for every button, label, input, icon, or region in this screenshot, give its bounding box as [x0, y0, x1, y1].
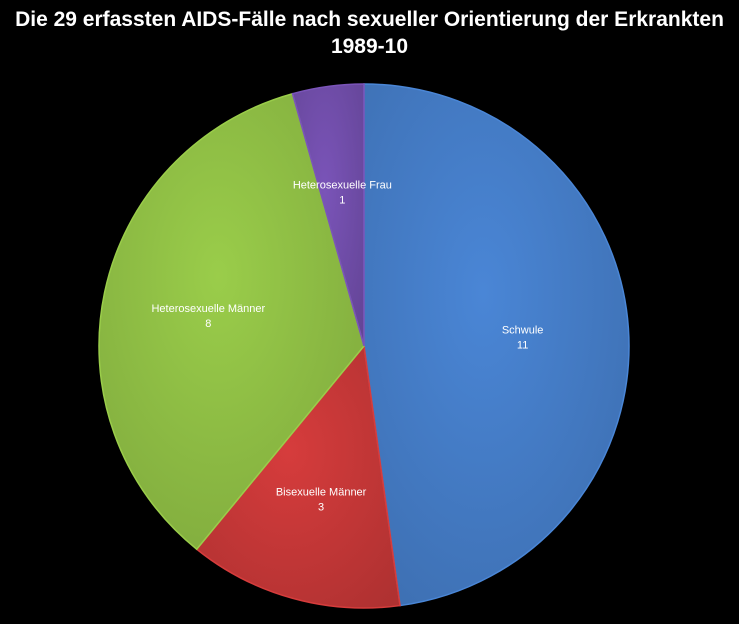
pie-label-value: 1	[339, 194, 345, 206]
pie-label-value: 11	[517, 339, 528, 351]
chart-title: Die 29 erfassten AIDS-Fälle nach sexuell…	[0, 6, 739, 60]
pie-label-name: Heterosexuelle Frau	[293, 179, 392, 191]
pie-label-name: Schwule	[502, 324, 544, 336]
pie-slice-heterosexuelle-frau	[291, 83, 365, 347]
pie-label-name: Heterosexuelle Männer	[151, 303, 265, 315]
pie-slice-heterosexuelle-männer	[98, 92, 365, 551]
pie-slices	[98, 83, 630, 609]
pie-label-name: Bisexuelle Männer	[276, 486, 367, 498]
pie-label-value: 8	[205, 318, 211, 330]
chart-title-line-2: 1989-10	[330, 35, 409, 58]
pie-slice-schwule	[363, 83, 630, 607]
chart-title-line-1: Die 29 erfassten AIDS-Fälle nach sexuell…	[15, 8, 724, 31]
pie-data-labels: Schwule 11 Bisexuelle Männer 3 Heterosexuell…	[151, 179, 543, 513]
pie-slice-bisexuelle-männer	[195, 344, 401, 609]
pie-label-value: 3	[318, 501, 324, 513]
